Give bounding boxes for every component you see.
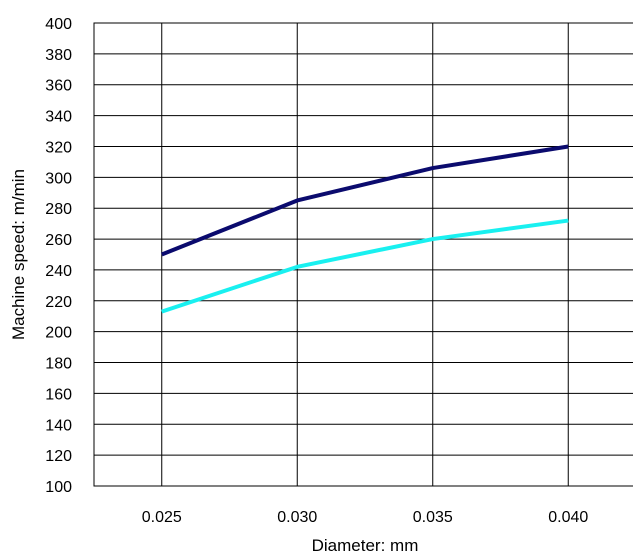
y-tick-label: 380: [45, 47, 72, 64]
y-tick-label: 400: [45, 16, 72, 33]
y-tick-label: 180: [45, 356, 72, 373]
plot-area-frame: [93, 22, 633, 487]
y-tick-label: 240: [45, 263, 72, 280]
y-tick-label: 100: [45, 479, 72, 496]
y-axis-title: Machine speed: m/min: [9, 169, 28, 340]
series-line-1: [161, 144, 569, 257]
y-tick-label: 220: [45, 294, 72, 311]
y-tick-label: 200: [45, 325, 72, 342]
grid-lines: [94, 23, 633, 486]
series-lines: [161, 144, 569, 314]
y-tick-label: 260: [45, 232, 72, 249]
y-tick-label: 120: [45, 448, 72, 465]
x-tick-label: 0.040: [548, 509, 588, 526]
x-tick-label: 0.035: [413, 509, 453, 526]
y-tick-label: 300: [45, 170, 72, 187]
y-tick-label: 320: [45, 139, 72, 156]
y-axis-tick-labels: 100 120 140 160 180 200 220 240 260 280 300 320 340 3…: [45, 16, 72, 496]
y-tick-label: 140: [45, 417, 72, 434]
y-tick-label: 360: [45, 78, 72, 95]
x-tick-label: 0.025: [142, 509, 182, 526]
series-line-2: [161, 218, 569, 314]
y-tick-label: 280: [45, 201, 72, 218]
x-tick-label: 0.030: [277, 509, 317, 526]
x-axis-title: Diameter: mm: [312, 536, 419, 552]
y-tick-label: 340: [45, 109, 72, 126]
x-axis-tick-labels: 0.025 0.030 0.035 0.040: [142, 509, 589, 526]
y-tick-label: 160: [45, 386, 72, 403]
